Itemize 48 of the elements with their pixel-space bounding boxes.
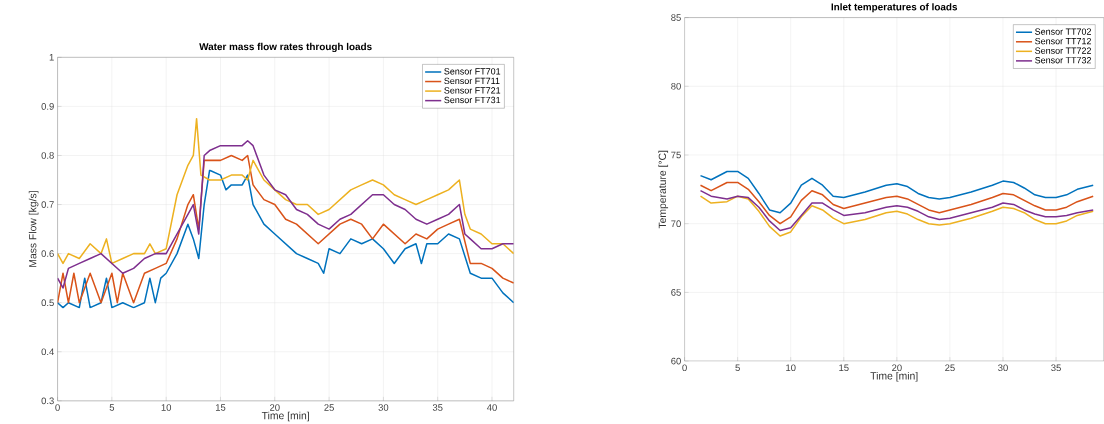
legend-label: Sensor TT702	[1035, 28, 1092, 35]
x-tick-label: 10	[786, 364, 796, 371]
line-series	[699, 189, 1094, 232]
legend-label: Sensor FT711	[444, 77, 500, 84]
x-tick-label: 5	[735, 364, 740, 371]
legend-label: Sensor FT721	[444, 87, 501, 94]
x-tick-label: 35	[432, 403, 443, 411]
y-tick-label: 0.5	[41, 299, 54, 306]
y-tick-label: 85	[671, 14, 681, 21]
legend-label: Sensor FT731	[444, 96, 501, 103]
chart-title: Water mass flow rates through loads	[199, 42, 372, 52]
x-tick-label: 25	[324, 403, 334, 411]
y-axis-title: Mass Flow [kg/s]	[28, 191, 39, 267]
x-tick-label: 30	[378, 403, 389, 411]
x-tick-label: 15	[839, 364, 849, 371]
line-series	[699, 195, 1094, 237]
x-tick-label: 15	[215, 403, 226, 411]
x-tick-label: 30	[998, 364, 1008, 371]
legend-label: Sensor TT722	[1035, 47, 1092, 54]
x-tick-label: 5	[109, 403, 115, 411]
y-tick-label: 0.7	[41, 200, 54, 208]
x-tick-label: 10	[161, 403, 172, 411]
y-tick-label: 65	[671, 288, 681, 296]
x-tick-label: 20	[270, 403, 280, 411]
y-tick-label: 75	[671, 151, 681, 159]
y-axis-title: Temperature [°C]	[658, 150, 669, 229]
legend-label: Sensor TT712	[1035, 37, 1092, 45]
x-tick-label: 25	[945, 364, 955, 371]
y-tick-label: 60	[671, 357, 681, 365]
x-tick-label: 0	[682, 364, 687, 371]
y-tick-label: 0.4	[41, 348, 54, 355]
line-series	[699, 170, 1094, 214]
y-tick-label: 0.3	[41, 397, 54, 404]
legend-label: Sensor TT732	[1035, 56, 1092, 64]
x-axis-title: Time [min]	[870, 371, 918, 382]
y-tick-label: 70	[671, 220, 681, 227]
y-tick-label: 1	[49, 53, 54, 61]
y-tick-label: 0.8	[41, 151, 54, 159]
y-tick-label: 0.6	[41, 250, 54, 257]
y-tick-label: 80	[671, 82, 681, 90]
x-tick-label: 0	[55, 403, 60, 411]
x-tick-label: 20	[892, 364, 902, 371]
x-tick-label: 40	[486, 403, 497, 411]
legend-label: Sensor FT701	[444, 67, 501, 75]
chart-title: Inlet temperatures of loads	[831, 2, 958, 13]
x-axis-title: Time [min]	[261, 411, 309, 422]
y-tick-label: 0.9	[41, 102, 54, 110]
x-tick-label: 35	[1051, 364, 1061, 371]
